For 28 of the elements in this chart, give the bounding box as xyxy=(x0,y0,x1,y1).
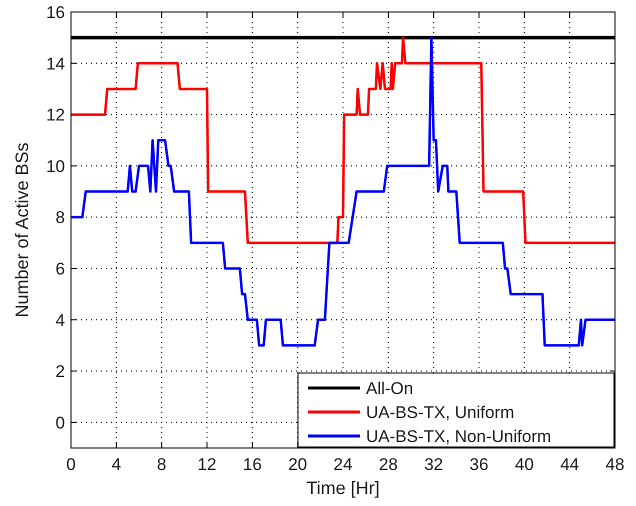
x-tick-label: 24 xyxy=(334,455,352,474)
y-axis-title: Number of Active BSs xyxy=(12,142,32,318)
x-tick-label: 48 xyxy=(606,455,624,474)
y-tick-label: 12 xyxy=(46,106,65,125)
legend-label: UA-BS-TX, Non-Uniform xyxy=(366,427,552,446)
y-tick-label: 2 xyxy=(56,362,65,382)
x-tick-label: 20 xyxy=(288,455,308,474)
line-series xyxy=(70,36,616,244)
x-tick-label: 40 xyxy=(514,455,534,474)
y-tick-label: 4 xyxy=(56,310,65,330)
x-tick-label: 8 xyxy=(156,455,166,474)
legend-label: UA-BS-TX, Uniform xyxy=(366,403,514,422)
legend-label: All-On xyxy=(366,379,414,398)
x-tick-label: 28 xyxy=(378,455,398,474)
y-tick-label: 10 xyxy=(46,156,65,176)
y-tick-label: 0 xyxy=(56,413,65,432)
x-tick-label: 44 xyxy=(560,455,580,474)
x-tick-label: 16 xyxy=(242,455,262,474)
y-tick-label: 14 xyxy=(46,54,65,74)
line-series xyxy=(70,36,616,347)
x-tick-label: 12 xyxy=(198,455,216,474)
y-tick-label: 8 xyxy=(56,208,65,228)
y-tick-label: 6 xyxy=(56,259,65,278)
x-axis-title: Time [Hr] xyxy=(306,478,380,498)
y-tick-label: 16 xyxy=(46,3,65,22)
x-tick-label: 4 xyxy=(112,455,122,474)
x-tick-label: 32 xyxy=(424,455,444,474)
x-tick-label: 36 xyxy=(470,455,488,474)
